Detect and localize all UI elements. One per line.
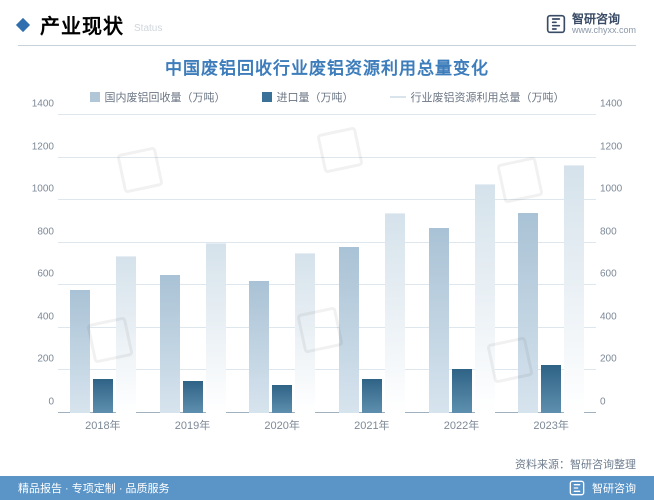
x-axis-labels: 2018年 2019年 2020年 2021年 2022年 2023年 [58, 417, 596, 435]
x-axis-label: 2022年 [444, 417, 479, 433]
legend-swatch-import-icon [262, 92, 272, 102]
legend-item-total: 行业废铝资源利用总量（万吨） [390, 89, 565, 105]
gridline [58, 242, 596, 243]
bar-group [339, 213, 405, 413]
bar-domestic [70, 290, 90, 413]
chart-plot [58, 115, 596, 413]
y-tick-right: 1400 [600, 99, 636, 110]
chart-area: 0200400600800100012001400 02004006008001… [18, 109, 636, 439]
bar-total [116, 256, 136, 414]
y-tick-left: 0 [18, 397, 54, 408]
bar-domestic [518, 213, 538, 413]
section-subtitle: Status [134, 23, 162, 34]
y-tick-left: 1200 [18, 141, 54, 152]
gridline [58, 199, 596, 200]
y-tick-right: 200 [600, 354, 636, 365]
baseline [58, 412, 596, 413]
y-axis-left: 0200400600800100012001400 [18, 115, 58, 413]
header: 产业现状 Status 智研咨询 www.chyxx.com [0, 0, 654, 45]
y-tick-left: 400 [18, 311, 54, 322]
brand-url: www.chyxx.com [572, 26, 636, 36]
bar-import [362, 379, 382, 413]
y-tick-right: 800 [600, 226, 636, 237]
bar-domestic [249, 281, 269, 413]
bar-domestic [429, 228, 449, 413]
x-axis-label: 2023年 [533, 417, 568, 433]
gridline [58, 157, 596, 158]
gridline [58, 284, 596, 285]
footer-logo-icon [568, 479, 586, 497]
legend-item-import: 进口量（万吨） [262, 89, 354, 105]
y-tick-left: 800 [18, 226, 54, 237]
footer-left-text: 精品报告 · 专项定制 · 品质服务 [18, 480, 170, 496]
legend-label: 进口量（万吨） [277, 89, 354, 105]
y-tick-right: 1200 [600, 141, 636, 152]
y-tick-left: 200 [18, 354, 54, 365]
y-tick-right: 400 [600, 311, 636, 322]
footer-bar: 精品报告 · 专项定制 · 品质服务 智研咨询 [0, 476, 654, 500]
bar-total [564, 165, 584, 413]
section-title: 产业现状 [40, 10, 124, 39]
y-tick-left: 600 [18, 269, 54, 280]
bar-group [429, 184, 495, 413]
y-tick-right: 0 [600, 397, 636, 408]
legend-swatch-total-icon [390, 96, 406, 98]
chart-legend: 国内废铝回收量（万吨） 进口量（万吨） 行业废铝资源利用总量（万吨） [0, 89, 654, 105]
bar-total [475, 184, 495, 413]
bar-total [295, 253, 315, 413]
legend-label: 行业废铝资源利用总量（万吨） [411, 89, 565, 105]
x-axis-label: 2020年 [264, 417, 299, 433]
legend-label: 国内废铝回收量（万吨） [105, 89, 226, 105]
gridline [58, 327, 596, 328]
bar-import [93, 379, 113, 413]
x-axis-label: 2021年 [354, 417, 389, 433]
footer-brand: 智研咨询 [592, 480, 636, 496]
legend-item-domestic: 国内废铝回收量（万吨） [90, 89, 226, 105]
bar-group [160, 243, 226, 413]
x-axis-label: 2018年 [85, 417, 120, 433]
bar-group [70, 256, 136, 414]
legend-swatch-domestic-icon [90, 92, 100, 102]
bar-group [518, 165, 584, 413]
diamond-icon [16, 17, 30, 31]
bar-import [183, 381, 203, 413]
bar-domestic [339, 247, 359, 413]
bar-total [385, 213, 405, 413]
bar-group [249, 253, 315, 413]
y-tick-left: 1000 [18, 184, 54, 195]
y-tick-right: 1000 [600, 184, 636, 195]
y-tick-left: 1400 [18, 99, 54, 110]
brand-logo-icon [546, 14, 566, 34]
bar-import [272, 385, 292, 413]
gridline [58, 369, 596, 370]
source-text: 资料来源：智研咨询整理 [515, 456, 636, 472]
chart-title: 中国废铝回收行业废铝资源利用总量变化 [0, 54, 654, 79]
bar-import [541, 365, 561, 413]
x-axis-label: 2019年 [175, 417, 210, 433]
bar-import [452, 369, 472, 413]
header-left: 产业现状 Status [18, 10, 162, 39]
brand-block: 智研咨询 www.chyxx.com [546, 13, 636, 36]
y-tick-right: 600 [600, 269, 636, 280]
bar-total [206, 243, 226, 413]
header-divider [18, 45, 636, 46]
gridline [58, 114, 596, 115]
bar-domestic [160, 275, 180, 413]
y-axis-right: 0200400600800100012001400 [596, 115, 636, 413]
